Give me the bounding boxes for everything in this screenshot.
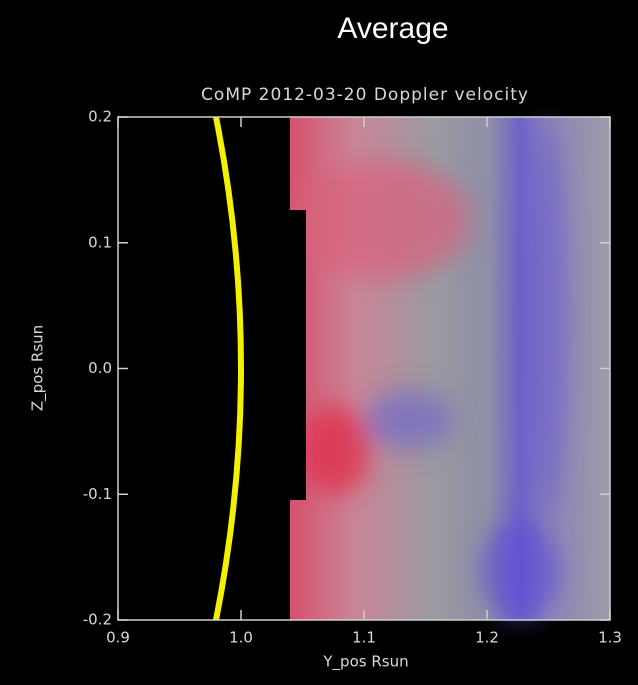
y-tick-label: 0.0 xyxy=(88,359,112,377)
doppler-map xyxy=(119,117,610,620)
y-tick-label: 0.2 xyxy=(88,108,112,126)
x-tick-label: 1.0 xyxy=(229,629,253,647)
x-axis-label: Y_pos Rsun xyxy=(322,653,408,672)
x-tick-label: 1.2 xyxy=(475,629,499,647)
y-tick-label: -0.1 xyxy=(83,485,112,503)
chart-title: CoMP 2012-03-20 Doppler velocity xyxy=(201,85,529,105)
x-tick-label: 1.3 xyxy=(598,629,622,647)
x-tick-label: 1.1 xyxy=(352,629,376,647)
heading: Average xyxy=(337,12,448,45)
y-tick-label: 0.1 xyxy=(88,233,112,251)
solar-limb xyxy=(213,116,244,621)
x-tick-label: 0.9 xyxy=(106,629,130,647)
y-axis-label: Z_pos Rsun xyxy=(29,325,48,411)
y-tick-label: -0.2 xyxy=(83,611,112,629)
